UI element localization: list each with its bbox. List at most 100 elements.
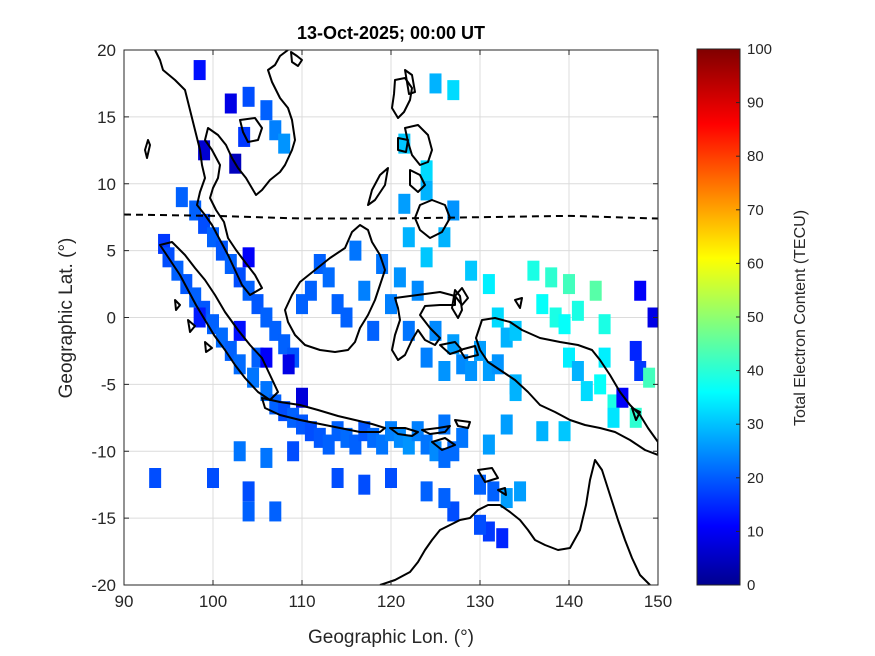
tec-cell (447, 200, 460, 221)
tec-cell (500, 414, 513, 435)
tec-cell (563, 274, 575, 295)
chart-title: 13-Oct-2025; 00:00 UT (297, 23, 485, 43)
tec-cell (447, 80, 460, 101)
tec-cell (398, 193, 411, 214)
x-axis-label: Geographic Lon. (°) (308, 627, 474, 648)
tec-cell (527, 260, 540, 281)
tec-cell (536, 421, 549, 442)
tec-cell (509, 320, 522, 341)
tec-cell (385, 294, 397, 315)
colorbar-tick-label: 100 (747, 41, 772, 58)
tec-cell (242, 501, 255, 522)
tec-cell (420, 247, 433, 268)
tec-cell (598, 314, 611, 335)
tec-cell (589, 280, 602, 301)
y-tick-label: -15 (91, 509, 116, 528)
colorbar-tick-label: 0 (747, 577, 755, 594)
tec-cell (647, 307, 658, 328)
tec-cell (402, 320, 415, 341)
tec-cell (438, 488, 451, 509)
tec-cell (514, 481, 527, 502)
tec-cell (545, 267, 558, 288)
tec-cell (482, 274, 495, 295)
y-tick-label: 5 (107, 242, 116, 261)
x-tick-label: 130 (466, 592, 494, 611)
tec-cell (558, 314, 571, 335)
x-tick-label: 120 (377, 592, 405, 611)
tec-cell (465, 260, 478, 281)
tec-cell (349, 240, 362, 261)
x-tick-label: 110 (288, 592, 315, 611)
colorbar (696, 48, 741, 586)
y-tick-label: 20 (97, 41, 116, 60)
colorbar-tick-label: 80 (747, 148, 764, 165)
tec-cell (634, 280, 647, 301)
tec-cell (287, 441, 300, 462)
colorbar-tick-label: 60 (747, 255, 764, 272)
tec-cell (571, 300, 584, 321)
tec-cell (296, 387, 308, 408)
tec-cell (385, 468, 397, 488)
tec-cell (420, 160, 433, 181)
tec-cell (149, 468, 162, 488)
tec-cell (491, 307, 504, 328)
tec-cell (598, 347, 611, 368)
y-tick-label: -10 (91, 442, 116, 461)
tec-cell (594, 374, 607, 395)
tec-cell (447, 334, 460, 355)
magnetic-equator-line (124, 213, 658, 220)
coastlines (144, 50, 658, 585)
colorbar-tick-label: 70 (747, 202, 764, 219)
tec-cell (233, 441, 246, 462)
tec-cell (269, 501, 282, 522)
colorbar-tick-label: 10 (747, 523, 764, 540)
tec-cell (536, 294, 549, 315)
y-tick-label: 15 (97, 108, 116, 127)
tec-cell (402, 227, 415, 248)
x-tick-label: 150 (644, 592, 672, 611)
tec-cell (175, 187, 188, 208)
tec-cell (393, 267, 406, 288)
tec-cell (207, 468, 219, 488)
colorbar-tick-label: 30 (747, 416, 764, 433)
tec-cell (242, 481, 255, 502)
tec-cell (420, 481, 433, 502)
tec-cell (474, 514, 486, 535)
tec-cell (629, 340, 642, 361)
colorbar-tick-label: 20 (747, 470, 764, 487)
tec-cell (580, 381, 593, 402)
tec-cell (558, 421, 571, 442)
x-tick-label: 140 (555, 592, 583, 611)
tec-cell (278, 133, 291, 154)
tec-cell (238, 126, 251, 147)
tec-cell (456, 427, 469, 448)
tec-cell (438, 361, 451, 381)
tec-cell (420, 347, 433, 368)
tec-cell (242, 86, 255, 107)
tec-cell (438, 227, 451, 248)
tec-cell (571, 361, 584, 381)
y-tick-label: -5 (101, 375, 116, 394)
tec-cell (607, 407, 620, 428)
y-tick-label: 10 (97, 175, 116, 194)
tec-cell (482, 434, 495, 455)
tec-cell (420, 180, 433, 201)
colorbar-tick-label: 40 (747, 363, 764, 380)
tec-cell (260, 447, 273, 468)
tec-cell (429, 73, 442, 94)
tec-cell (509, 381, 522, 402)
tec-cell (340, 307, 353, 328)
tec-cell (242, 247, 255, 268)
tec-cell (358, 474, 371, 495)
tec-cell (260, 100, 273, 121)
tec-cell (474, 474, 486, 495)
tec-cell (491, 354, 504, 375)
x-tick-labels: 90 100 110 120 130 140 150 (115, 50, 672, 611)
tec-cell (193, 60, 206, 81)
colorbar-label: Total Electron Content (TECU) (792, 210, 809, 426)
tec-cell (465, 361, 478, 381)
tec-cell (193, 307, 206, 328)
x-tick-label: 90 (115, 592, 134, 611)
